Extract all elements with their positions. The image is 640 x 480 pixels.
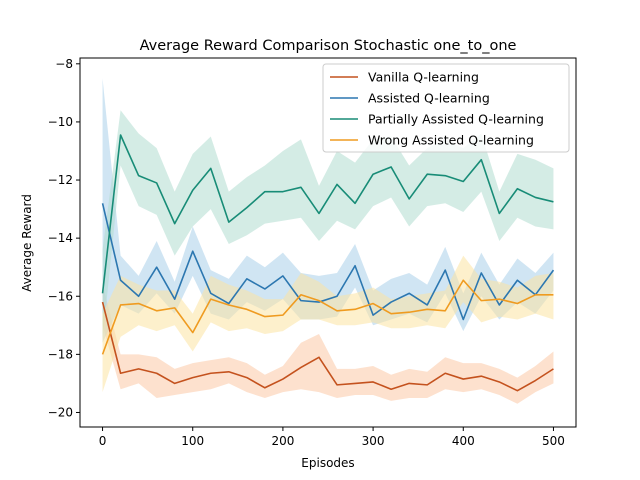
chart-title: Average Reward Comparison Stochastic one… [140, 38, 517, 54]
x-tick-label-1: 100 [181, 434, 204, 448]
x-tick-label-0: 0 [99, 434, 107, 448]
series-lines [101, 134, 555, 392]
x-tick-label-2: 200 [271, 434, 294, 448]
y-tick-label-6: −8 [55, 57, 73, 71]
series-band-0 [102, 284, 554, 404]
series-band-3 [102, 255, 554, 393]
legend-label-1: Assisted Q-learning [368, 91, 490, 106]
series-band-1 [102, 78, 554, 343]
x-axis-ticks: 0 100 200 300 400 500 [99, 427, 565, 448]
legend-box [322, 63, 570, 153]
legend: Vanilla Q-learning Assisted Q-learning Par… [322, 63, 570, 153]
series-line-2 [101, 134, 554, 294]
legend-label-2: Partially Assisted Q-learning [368, 112, 544, 127]
x-tick-label-4: 400 [452, 434, 475, 448]
legend-entries: Vanilla Q-learning Assisted Q-learning Par… [330, 70, 544, 148]
y-axis-label: Average Reward [20, 194, 34, 292]
series-band-2 [102, 110, 554, 340]
y-tick-label-0: −20 [48, 405, 73, 419]
series-line-1 [101, 203, 555, 321]
plot-frame [79, 57, 577, 428]
y-tick-label-4: −12 [48, 173, 73, 187]
legend-label-0: Vanilla Q-learning [368, 70, 479, 85]
legend-label-3: Wrong Assisted Q-learning [368, 133, 534, 148]
x-tick-label-5: 500 [542, 434, 565, 448]
series-line-3 [101, 279, 554, 355]
series-line-0 [101, 301, 554, 392]
plot-area [101, 78, 555, 404]
y-tick-label-5: −10 [48, 115, 73, 129]
y-axis-ticks: −20 −18 −16 −14 −12 −10 −8 [48, 57, 80, 419]
y-tick-label-2: −16 [48, 289, 73, 303]
y-tick-label-3: −14 [48, 231, 73, 245]
confidence-bands [102, 78, 554, 404]
x-axis-label: Episodes [301, 456, 354, 470]
y-tick-label-1: −18 [48, 347, 73, 361]
x-tick-label-3: 300 [362, 434, 385, 448]
